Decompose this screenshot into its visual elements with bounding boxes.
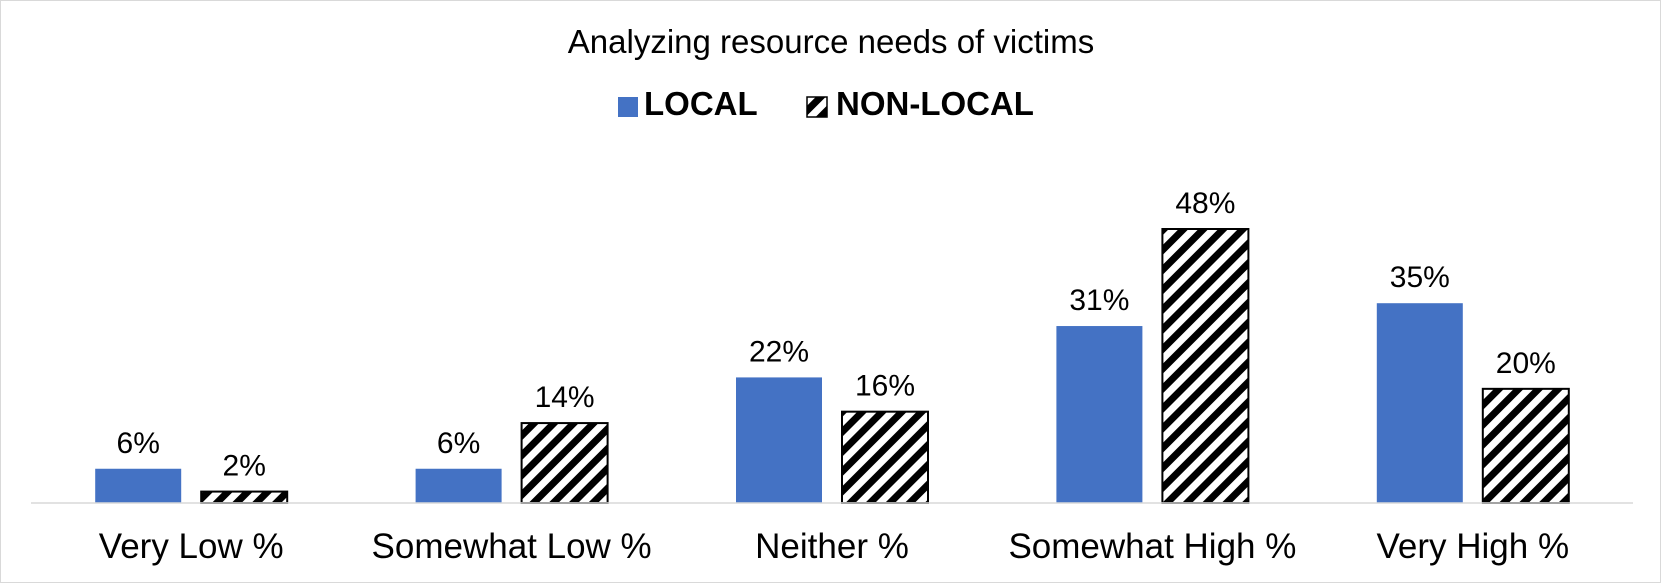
bar-local-1	[95, 468, 182, 503]
data-label-local-1: 6%	[117, 427, 160, 460]
data-label-non-local-1: 2%	[223, 450, 266, 483]
data-label-non-local-3: 16%	[855, 370, 915, 403]
data-label-local-2: 6%	[437, 427, 480, 460]
legend-swatch-non-local	[806, 96, 828, 118]
x-tick-label-5: Very High %	[1377, 527, 1570, 566]
bar-non-local-3	[841, 410, 929, 504]
legend-label-local: LOCAL	[644, 85, 758, 122]
plot-area: 6% 2% Very Low % 6% 14% Somewhat Low % 22% 16% N…	[95, 187, 1570, 566]
data-label-local-4: 31%	[1069, 284, 1129, 317]
bar-local-2	[415, 468, 502, 503]
legend-label-non-local: NON-LOCAL	[836, 85, 1034, 122]
data-label-local-3: 22%	[749, 335, 809, 368]
x-tick-label-3: Neither %	[755, 527, 909, 566]
data-label-non-local-2: 14%	[535, 381, 595, 414]
data-label-non-local-4: 48%	[1175, 187, 1235, 220]
data-label-local-5: 35%	[1390, 261, 1450, 294]
chart-title: Analyzing resource needs of victims	[568, 23, 1094, 60]
bar-non-local-1	[200, 490, 289, 505]
x-tick-label-1: Very Low %	[99, 527, 284, 566]
bar-local-4	[1056, 326, 1143, 503]
legend-swatch-local	[618, 97, 638, 117]
bar-local-3	[736, 377, 822, 503]
data-label-non-local-5: 20%	[1496, 347, 1556, 380]
bar-non-local-2	[520, 422, 609, 505]
bar-local-5	[1376, 303, 1463, 503]
bar-non-local-5	[1481, 387, 1570, 505]
legend: LOCAL NON-LOCAL	[618, 85, 1034, 122]
bar-non-local-4	[1161, 228, 1250, 504]
x-tick-label-2: Somewhat Low %	[372, 527, 652, 566]
x-tick-label-4: Somewhat High %	[1008, 527, 1296, 566]
